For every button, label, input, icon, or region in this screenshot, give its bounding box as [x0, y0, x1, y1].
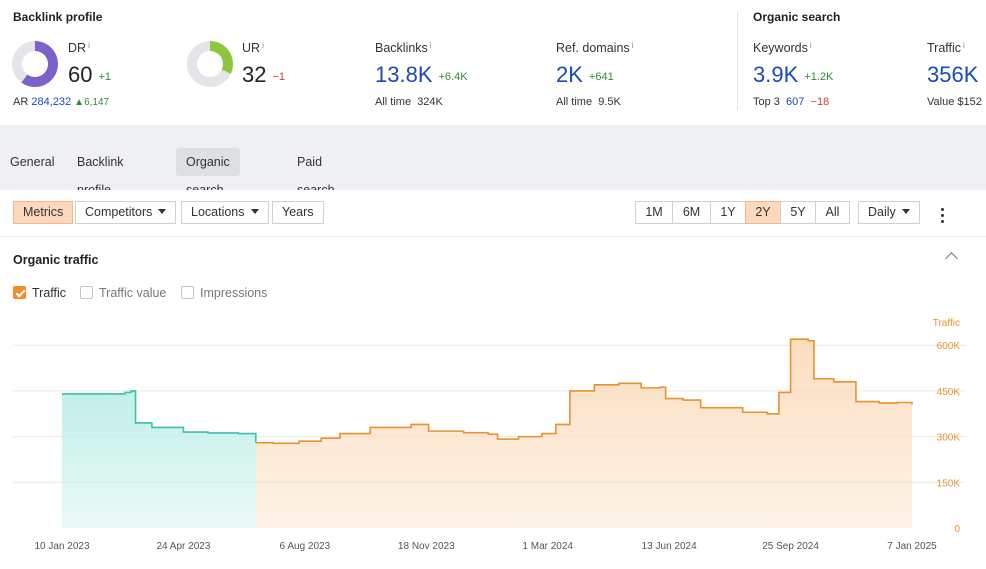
ur-delta: −1: [272, 71, 286, 83]
granularity-dropdown[interactable]: Daily: [858, 201, 920, 224]
checkbox-icon: [80, 286, 93, 299]
chevron-down-icon: [250, 209, 259, 214]
locations-dropdown[interactable]: Locations: [181, 201, 269, 224]
x-tick-label: 7 Jan 2025: [887, 541, 937, 552]
keywords-label[interactable]: Keywords i: [753, 41, 812, 55]
y-axis-label: Traffic: [933, 318, 960, 329]
traffic-line: [255, 338, 913, 445]
traffic-value[interactable]: 356K: [927, 62, 979, 87]
traffic-history-area: [62, 390, 256, 528]
keywords-value[interactable]: 3.9K +1.2K: [753, 62, 834, 87]
y-tick-label: 450K: [937, 387, 961, 398]
impressions-checkbox[interactable]: Impressions: [181, 286, 267, 302]
info-icon[interactable]: i: [429, 41, 432, 50]
tab-paid-search[interactable]: Paid search: [297, 155, 335, 197]
x-tick-label: 24 Apr 2023: [156, 541, 210, 552]
tab-organic-search[interactable]: Organic search: [176, 148, 240, 197]
traffic-value-checkbox[interactable]: Traffic value: [80, 286, 166, 302]
checkbox-checked-icon: [13, 286, 26, 299]
x-tick-label: 6 Aug 2023: [280, 541, 331, 552]
organic-traffic-chart[interactable]: 150K 300K 450K 600K 0 Traffic 10 Jan 2023 24 Ap…: [0, 190, 986, 569]
traffic-checkbox[interactable]: Traffic: [13, 286, 66, 302]
info-icon[interactable]: i: [262, 41, 264, 50]
x-tick-label: 18 Nov 2023: [398, 541, 455, 552]
ur-label[interactable]: UR i: [242, 41, 264, 55]
info-icon[interactable]: i: [631, 41, 634, 50]
x-tick-label: 10 Jan 2023: [34, 541, 89, 552]
card-title: Organic traffic: [13, 253, 99, 267]
ref-domains-value[interactable]: 2K +641: [556, 62, 614, 87]
ar-delta: ▲6,147: [74, 97, 110, 108]
backlinks-label[interactable]: Backlinks i: [375, 41, 432, 55]
dr-donut-chart: [12, 41, 58, 87]
backlinks-all-time: All time 324K: [375, 96, 443, 108]
y-tick-label: 150K: [937, 478, 961, 489]
backlinks-delta: +6.4K: [438, 71, 468, 83]
keywords-top3: Top 3 607 −18: [753, 96, 830, 108]
range-1m-button[interactable]: 1M: [635, 201, 673, 224]
ref-domains-label[interactable]: Ref. domains i: [556, 41, 634, 55]
checkbox-icon: [181, 286, 194, 299]
tab-backlink-profile[interactable]: Backlink profile: [77, 155, 124, 197]
ar-row: AR 284,232 ▲6,147: [13, 96, 110, 108]
y-tick-label: 600K: [937, 341, 961, 352]
organic-search-title: Organic search: [753, 10, 841, 24]
dr-value: 60 +1: [68, 62, 112, 87]
stats-header: Backlink profile DR i 60 +1 AR 284,232 ▲6,…: [0, 0, 986, 125]
backlinks-value[interactable]: 13.8K +6.4K: [375, 62, 468, 87]
ur-donut-chart: [187, 41, 233, 87]
metrics-button[interactable]: Metrics: [13, 201, 74, 224]
toolbar-divider: [0, 236, 986, 237]
more-options-icon[interactable]: [937, 207, 949, 225]
range-1y-button[interactable]: 1Y: [710, 201, 746, 224]
years-button[interactable]: Years: [272, 201, 324, 224]
info-icon[interactable]: i: [963, 41, 965, 50]
keywords-delta: +1.2K: [804, 71, 834, 83]
organic-traffic-panel: Metrics Competitors Locations Years 1M 6…: [0, 190, 986, 569]
range-all-button[interactable]: All: [815, 201, 850, 224]
range-5y-button[interactable]: 5Y: [780, 201, 816, 224]
traffic-value-row: Value $152: [927, 96, 982, 108]
range-2y-button[interactable]: 2Y: [745, 201, 781, 224]
traffic-history-line: [62, 390, 257, 443]
backlink-profile-title: Backlink profile: [13, 10, 103, 24]
chevron-down-icon: [158, 209, 167, 214]
section-divider: [737, 12, 738, 110]
x-tick-label: 25 Sep 2024: [762, 541, 819, 552]
ar-value[interactable]: 284,232: [31, 96, 72, 108]
x-tick-label: 13 Jun 2024: [642, 541, 697, 552]
traffic-label[interactable]: Traffic i: [927, 41, 965, 55]
ur-value: 32 −1: [242, 62, 286, 87]
dr-delta: +1: [98, 71, 112, 83]
info-icon[interactable]: i: [88, 41, 90, 50]
competitors-dropdown[interactable]: Competitors: [75, 201, 177, 224]
dr-label[interactable]: DR i: [68, 41, 90, 55]
chevron-down-icon: [901, 209, 910, 214]
info-icon[interactable]: i: [809, 41, 812, 50]
x-tick-label: 1 Mar 2024: [522, 541, 573, 552]
y-tick-label: 0: [954, 524, 960, 535]
ref-domains-delta: +641: [588, 71, 614, 83]
ref-domains-all-time: All time 9.5K: [556, 96, 621, 108]
tab-general[interactable]: General: [10, 155, 55, 169]
y-tick-label: 300K: [937, 433, 961, 444]
traffic-area: [255, 339, 913, 528]
